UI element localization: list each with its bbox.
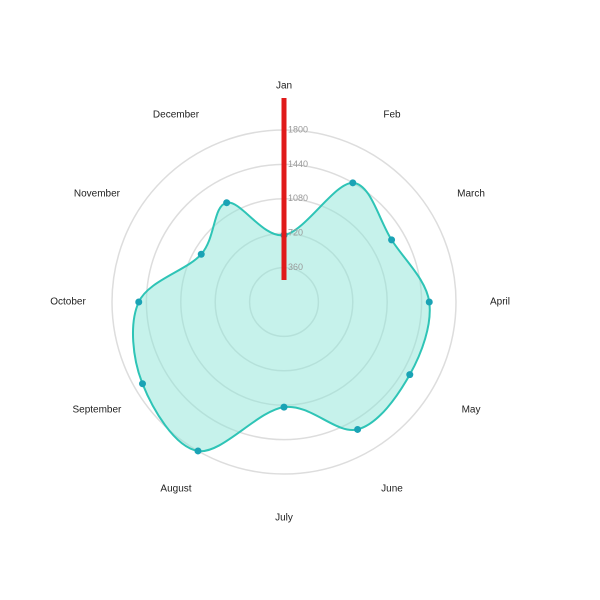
r-tick-label: 1440: [288, 159, 308, 169]
r-tick-label: 1080: [288, 193, 308, 203]
point: [135, 298, 143, 306]
point: [406, 371, 414, 379]
category-label: November: [74, 189, 121, 200]
category-label: October: [50, 297, 86, 308]
plot: [131, 179, 433, 455]
point: [425, 298, 433, 306]
point: [138, 380, 146, 388]
category-label: December: [153, 110, 200, 121]
category-label: August: [160, 484, 191, 495]
category-label: September: [72, 405, 122, 416]
point: [223, 199, 231, 207]
r-tick-label: 720: [288, 228, 303, 238]
r-tick-label: 1800: [288, 124, 308, 134]
category-label: April: [490, 297, 510, 308]
point: [194, 447, 202, 455]
category-label: Jan: [276, 81, 292, 92]
point: [388, 236, 396, 244]
labels: 360 720 1080 1440 1800 Jan Feb March April May Jun…: [50, 81, 510, 524]
point: [280, 403, 288, 411]
category-label: Feb: [383, 110, 401, 121]
point: [197, 250, 205, 258]
category-label: June: [381, 484, 403, 495]
point: [349, 179, 357, 187]
category-label: July: [275, 513, 293, 524]
area: [131, 181, 431, 452]
r-tick-label: 360: [288, 262, 303, 272]
category-label: May: [462, 405, 481, 416]
point: [354, 425, 362, 433]
category-label: March: [457, 189, 485, 200]
